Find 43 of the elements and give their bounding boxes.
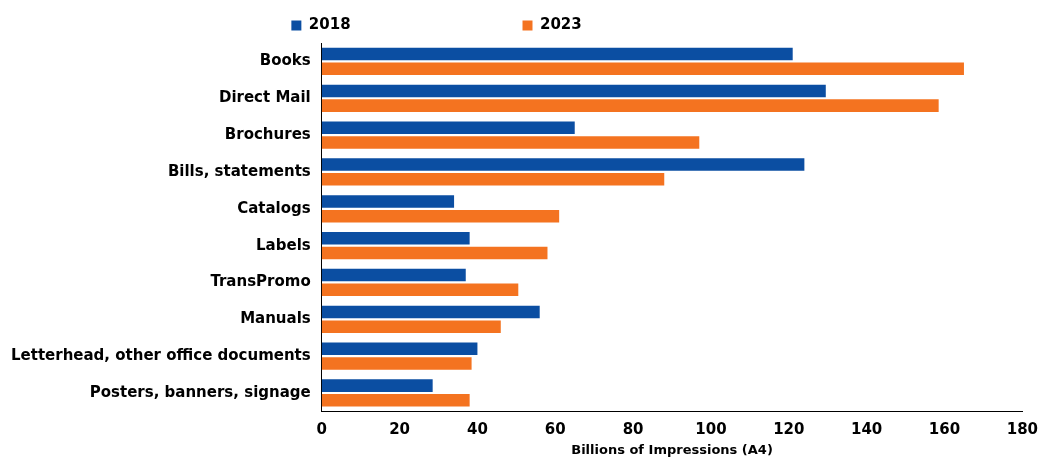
bar [321, 283, 519, 297]
legend-label: 2023 [540, 15, 744, 34]
bar [321, 158, 805, 171]
y-tick-label: Posters, banners, signage [89, 382, 311, 401]
y-tick-label: Catalogs [237, 198, 311, 217]
x-tick-label: 180 [1006, 420, 1038, 439]
bar [321, 173, 665, 186]
bar [321, 342, 478, 356]
y-tick-label: Direct Mail [218, 88, 311, 107]
x-tick-label: 80 [622, 420, 644, 439]
bar [321, 136, 700, 149]
y-tick-label: Bills, statements [167, 161, 311, 180]
y-tick-label: Manuals [240, 309, 311, 328]
bar [321, 99, 939, 112]
legend-label: 2018 [308, 15, 513, 34]
y-tick-label: Labels [256, 235, 311, 254]
x-tick-label: 20 [389, 420, 411, 439]
bar [321, 121, 575, 134]
x-tick-label: 160 [928, 420, 961, 439]
bar [321, 357, 472, 370]
bar [321, 195, 455, 208]
bar [321, 305, 540, 319]
bar [321, 394, 470, 407]
x-tick-label: 100 [695, 420, 727, 439]
x-tick-label: 40 [466, 420, 488, 439]
y-tick-label: Brochures [224, 124, 311, 143]
bar [321, 246, 548, 260]
x-tick-label: 0 [316, 420, 327, 439]
x-axis-title: Billions of Impressions (A4) [571, 441, 773, 457]
y-tick-label: Books [259, 51, 311, 70]
bar [321, 268, 466, 282]
x-tick-label: 60 [544, 420, 566, 439]
bar [321, 231, 470, 245]
bar [321, 84, 826, 98]
y-tick-label: Letterhead, other office documents [10, 346, 311, 365]
bar [321, 379, 433, 392]
bar [321, 209, 560, 223]
bar [321, 62, 964, 76]
x-tick-label: 120 [773, 420, 805, 439]
bar [321, 320, 501, 333]
y-tick-label: TransPromo [210, 272, 311, 291]
x-tick-label: 140 [851, 420, 883, 439]
bar [321, 47, 793, 61]
